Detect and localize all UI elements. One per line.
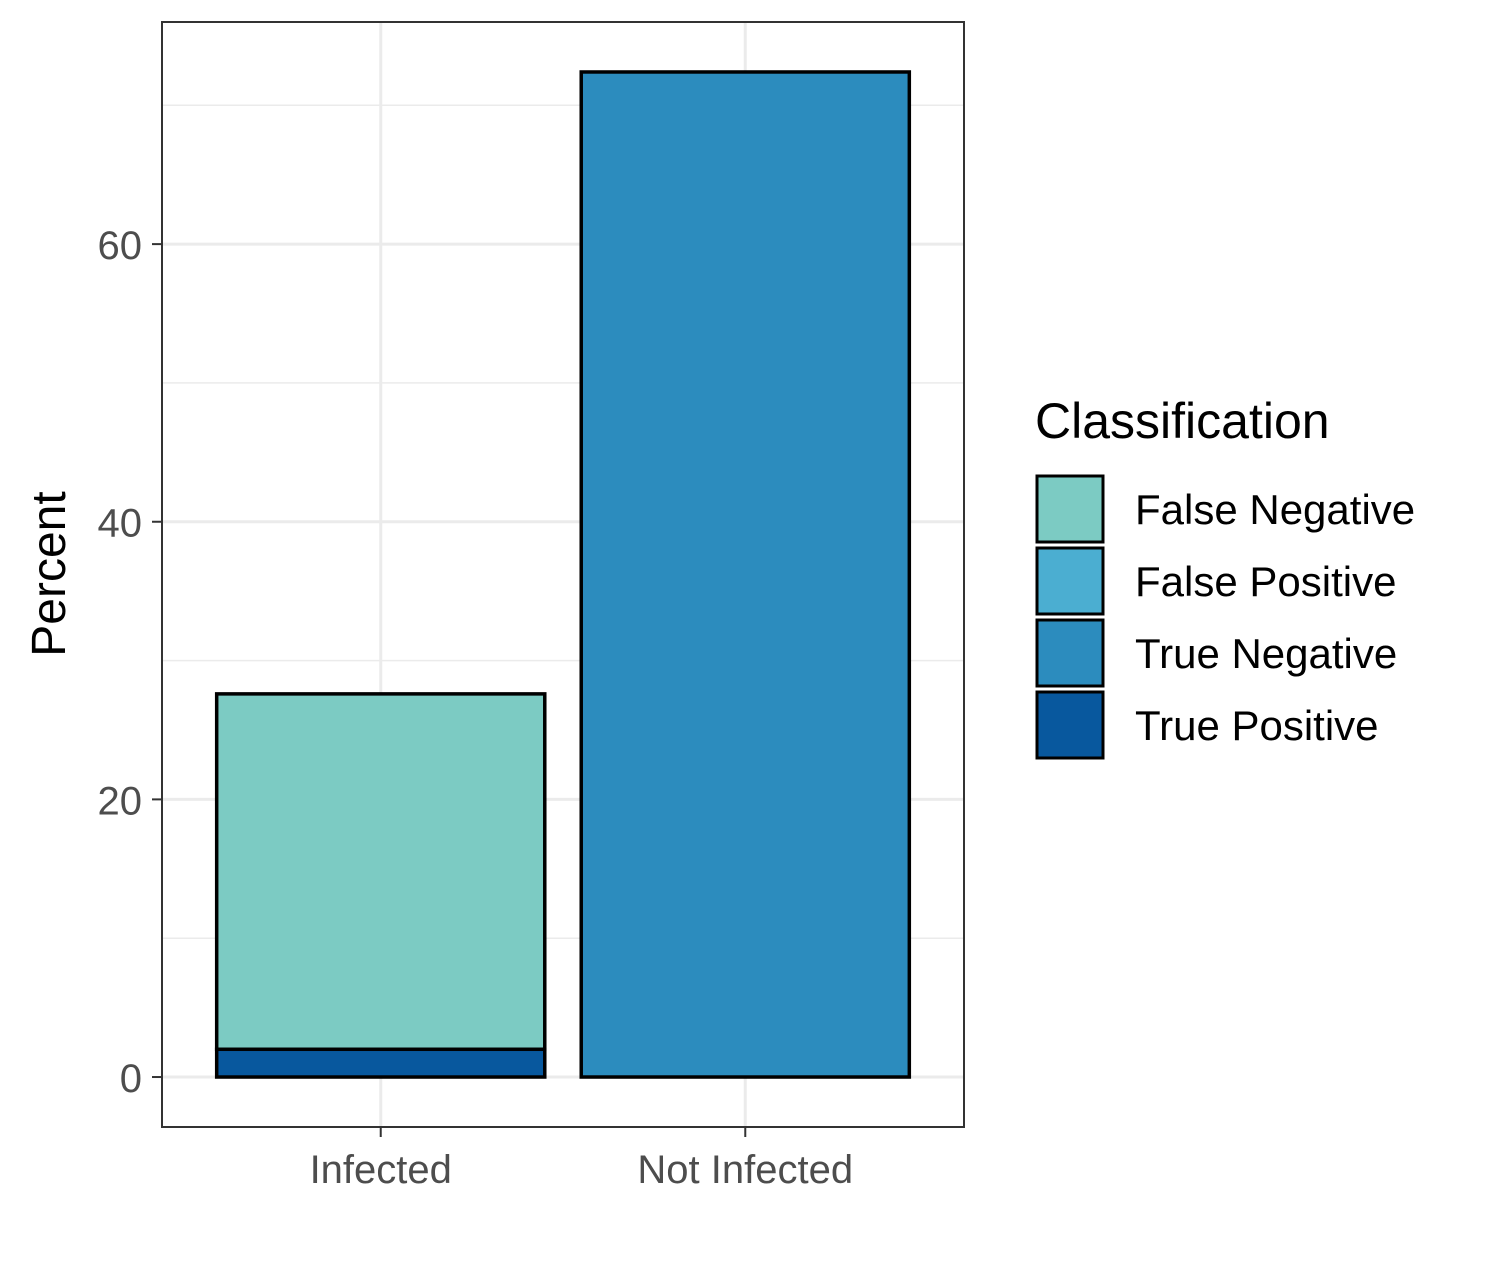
- legend-label: True Positive: [1135, 702, 1379, 749]
- axes: 0 20 40 60 Infected Not Infected: [98, 224, 854, 1192]
- legend-key-true-negative: [1035, 618, 1105, 688]
- bar-true-negative: [579, 70, 912, 1079]
- legend-label: False Positive: [1135, 558, 1396, 605]
- bars: [214, 70, 912, 1079]
- x-tick-label: Infected: [310, 1148, 452, 1192]
- y-tick-label: 40: [98, 502, 143, 546]
- plot-border: [161, 21, 965, 1128]
- y-axis-label: Percent: [23, 491, 76, 656]
- legend-title: Classification: [1035, 393, 1330, 449]
- bar-false-negative: [214, 692, 547, 1052]
- legend: Classification False Negative False Posit…: [1035, 393, 1415, 760]
- legend-label: False Negative: [1135, 486, 1415, 533]
- y-tick-label: 20: [98, 779, 143, 823]
- legend-key-true-positive: [1035, 690, 1105, 760]
- bar-true-positive: [214, 1047, 547, 1079]
- legend-key-false-negative: [1035, 474, 1105, 544]
- y-tick-label: 0: [120, 1057, 142, 1101]
- x-tick-label: Not Infected: [637, 1148, 853, 1192]
- legend-label: True Negative: [1135, 630, 1397, 677]
- legend-key-false-positive: [1035, 546, 1105, 616]
- y-tick-label: 60: [98, 224, 143, 268]
